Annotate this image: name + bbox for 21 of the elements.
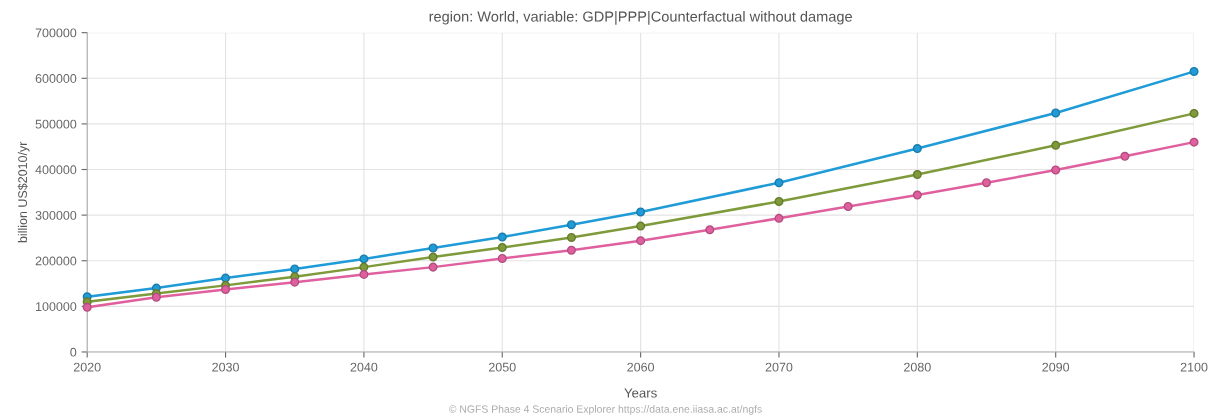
x-axis-title: Years: [624, 388, 657, 398]
y-tick-label: 400000: [35, 165, 77, 175]
x-tick-label: 2020: [73, 362, 101, 372]
x-tick-label: 2030: [212, 362, 239, 372]
x-tick-label: 2080: [904, 362, 931, 372]
y-tick-label: 200000: [35, 256, 77, 266]
y-tick-label: 100000: [36, 302, 77, 311]
x-tick-label: 2060: [627, 362, 655, 372]
x-tick-label: 2090: [1042, 362, 1070, 372]
chart-title: region: World, variable: GDP|PPP|Counterfactual without damage: [429, 11, 852, 25]
x-tick-label: 2040: [350, 362, 378, 372]
y-tick-label: 300000: [35, 210, 77, 220]
y-tick-label: 700000: [35, 28, 77, 38]
x-tick-label: 2050: [488, 362, 516, 372]
y-tick-label: 600000: [35, 74, 77, 83]
x-tick-label: 2100: [1180, 362, 1208, 372]
text: © NGFS Phase 4 Scenario Explorer https://data.ene.iiasa.ac.at/ngfs: [448, 405, 762, 415]
y-tick-label: 0: [70, 347, 77, 357]
y-axis-title: billion US$2010/yr: [17, 141, 30, 243]
y-tick-label: 500000: [35, 119, 77, 129]
x-tick-label: 2070: [765, 362, 793, 372]
